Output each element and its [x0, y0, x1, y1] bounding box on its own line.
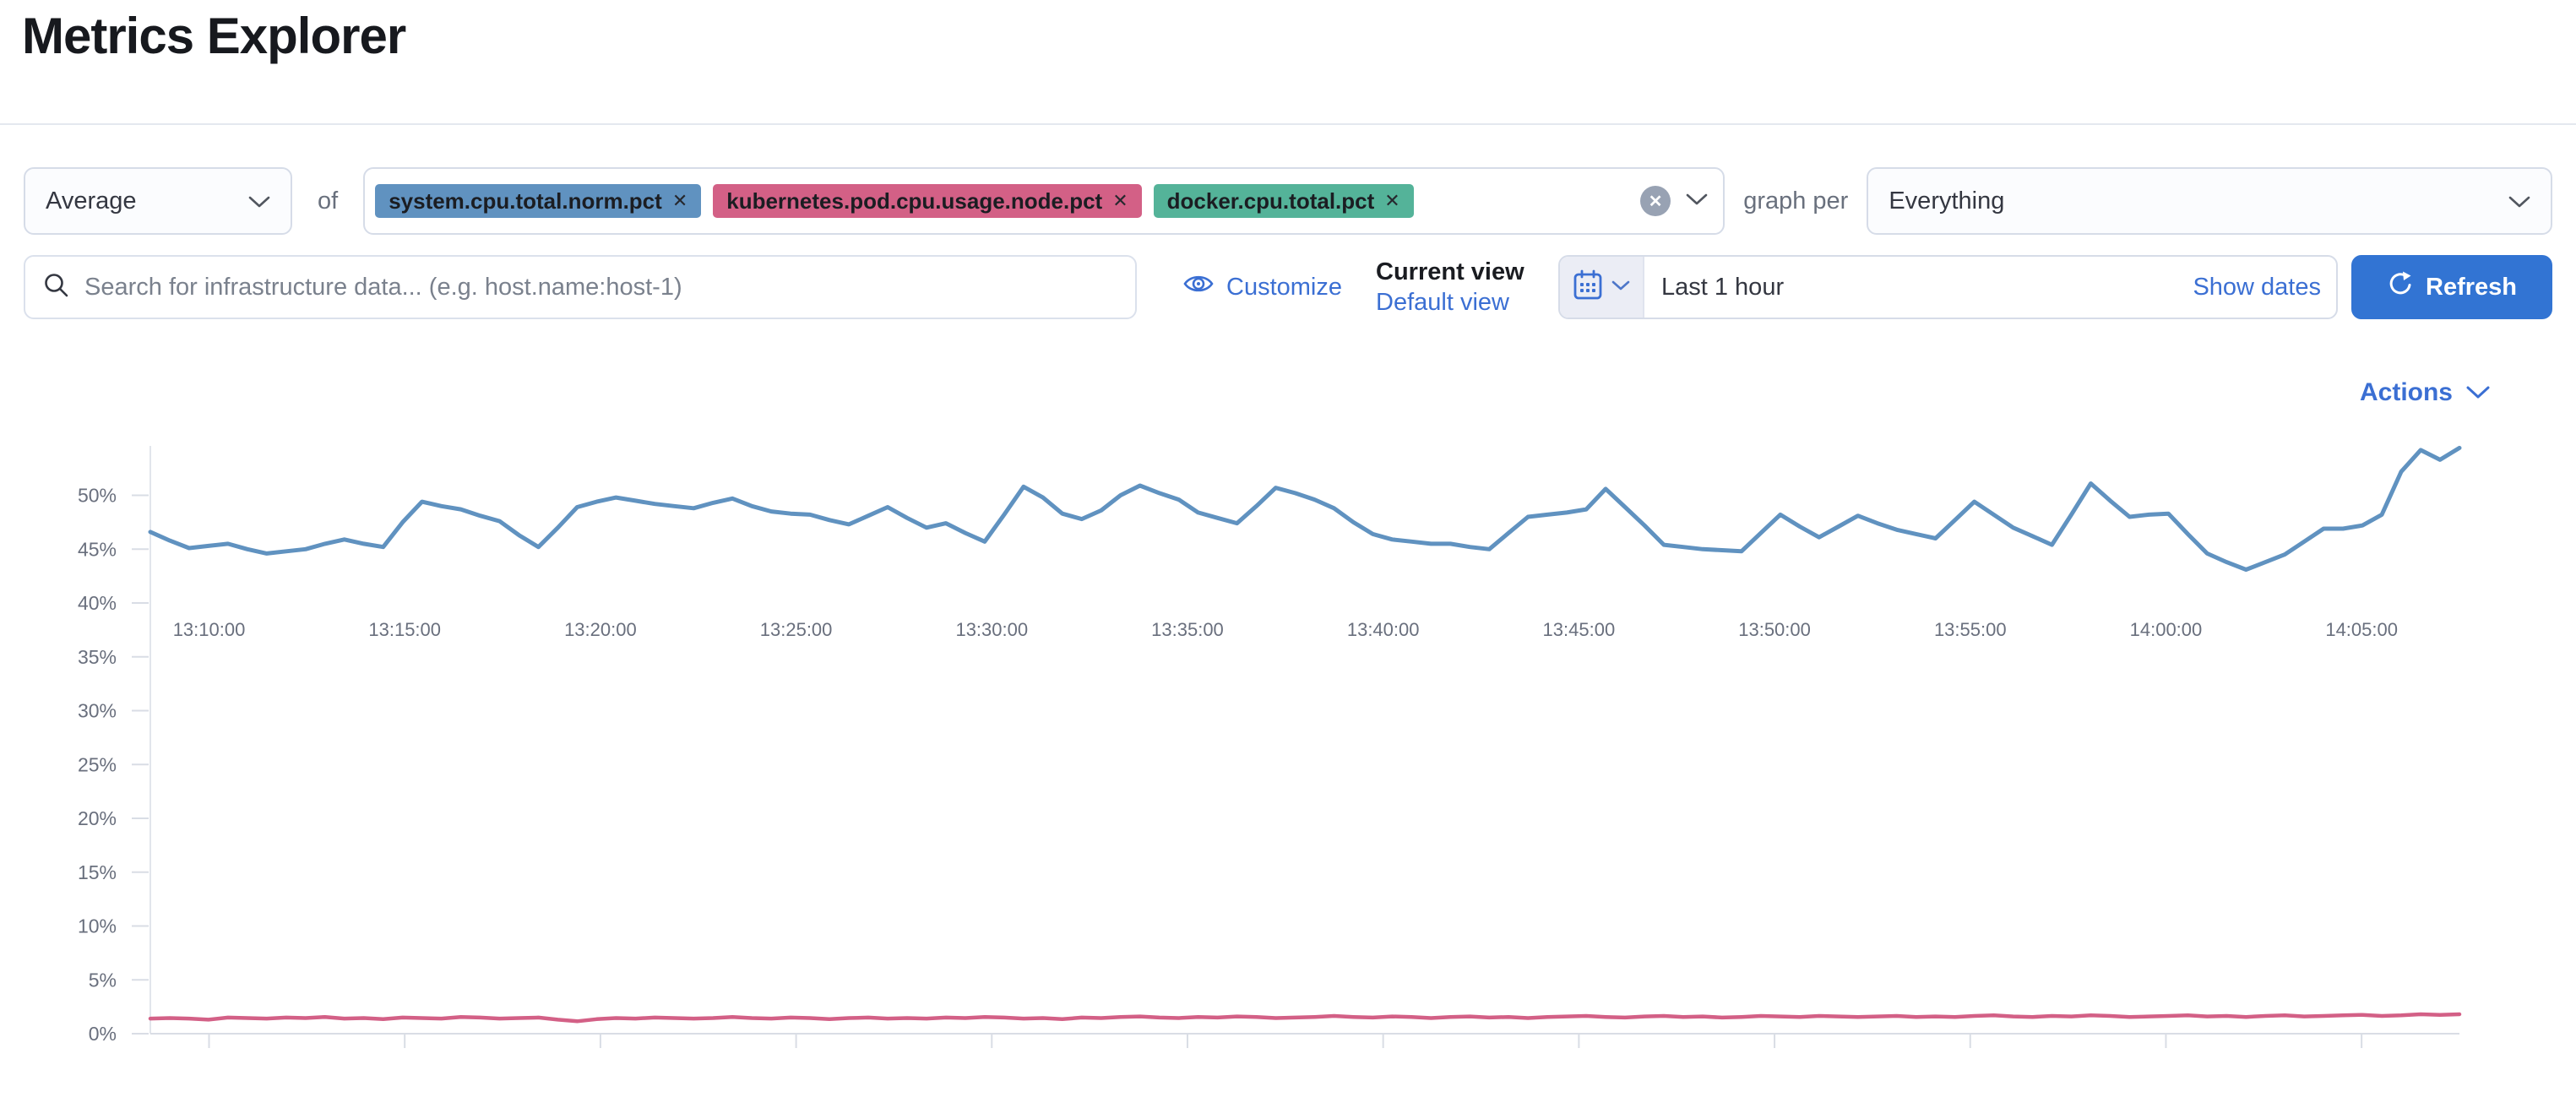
- filter-row: Search for infrastructure data... (e.g. …: [24, 255, 2552, 319]
- aggregation-select-value: Average: [46, 187, 137, 215]
- group-by-select-value: Everything: [1889, 187, 2005, 215]
- metric-badge[interactable]: kubernetes.pod.cpu.usage.node.pct ✕: [713, 184, 1142, 218]
- chevron-down-icon[interactable]: [1686, 193, 1708, 210]
- metric-controls-row: Average of system.cpu.total.norm.pct ✕ k…: [24, 167, 2552, 235]
- y-axis-tick-label: 30%: [78, 700, 117, 722]
- show-dates-button[interactable]: Show dates: [2193, 273, 2321, 301]
- x-axis-tick-label: 13:30:00: [955, 619, 1028, 640]
- time-picker-menu-button[interactable]: [1560, 257, 1644, 318]
- current-view-label: Current view: [1376, 258, 1524, 285]
- refresh-icon: [2387, 270, 2414, 304]
- search-icon: [42, 271, 71, 304]
- y-axis-tick-label: 5%: [89, 969, 117, 991]
- badge-remove-icon[interactable]: ✕: [1384, 190, 1400, 211]
- y-axis-tick-label: 10%: [78, 915, 117, 937]
- metric-badge-label: system.cpu.total.norm.pct: [389, 187, 662, 214]
- x-axis-tick-label: 14:05:00: [2325, 619, 2398, 640]
- refresh-button[interactable]: Refresh: [2351, 255, 2552, 319]
- metric-badge[interactable]: docker.cpu.total.pct ✕: [1153, 184, 1414, 218]
- y-axis-tick-label: 0%: [89, 1023, 117, 1045]
- calendar-icon: [1573, 269, 1603, 306]
- badge-remove-icon[interactable]: ✕: [1112, 190, 1128, 211]
- chevron-down-icon: [2466, 378, 2490, 407]
- metric-badge-label: kubernetes.pod.cpu.usage.node.pct: [726, 187, 1103, 214]
- y-axis-tick-label: 45%: [78, 538, 117, 560]
- metrics-combobox[interactable]: system.cpu.total.norm.pct ✕ kubernetes.p…: [363, 167, 1725, 235]
- default-view-link[interactable]: Default view: [1376, 289, 1509, 316]
- time-range-value[interactable]: Last 1 hour: [1661, 273, 1785, 301]
- chevron-down-icon: [1611, 280, 1630, 296]
- actions-menu-button[interactable]: Actions: [2360, 378, 2490, 407]
- group-by-select[interactable]: Everything: [1867, 167, 2552, 235]
- y-axis-tick-label: 20%: [78, 807, 117, 829]
- search-input[interactable]: Search for infrastructure data... (e.g. …: [24, 255, 1137, 319]
- y-axis-tick-label: 35%: [78, 646, 117, 668]
- x-axis-tick-label: 13:20:00: [564, 619, 637, 640]
- y-axis-tick-label: 40%: [78, 592, 117, 614]
- header-divider: [0, 123, 2576, 125]
- x-axis-tick-label: 13:40:00: [1347, 619, 1420, 640]
- y-axis-tick-label: 15%: [78, 861, 117, 883]
- x-axis-tick-label: 13:25:00: [760, 619, 833, 640]
- clear-all-icon[interactable]: ✕: [1640, 186, 1671, 216]
- aggregation-select[interactable]: Average: [24, 167, 292, 235]
- x-axis-tick-label: 13:35:00: [1151, 619, 1224, 640]
- y-axis-tick-label: 25%: [78, 753, 117, 775]
- actions-label: Actions: [2359, 378, 2453, 406]
- graph-per-label: graph per: [1743, 187, 1849, 215]
- badge-remove-icon[interactable]: ✕: [671, 190, 688, 211]
- saved-views-block: Current view Default view: [1376, 255, 1538, 319]
- eye-icon: [1182, 271, 1215, 303]
- y-axis-tick-label: 50%: [78, 485, 117, 507]
- metric-badge-label: docker.cpu.total.pct: [1166, 187, 1375, 214]
- combobox-controls: ✕: [1640, 186, 1708, 216]
- chevron-down-icon: [248, 187, 270, 215]
- x-axis-tick-label: 13:15:00: [368, 619, 441, 640]
- customize-button[interactable]: Customize: [1182, 255, 1342, 319]
- series-line-system.cpu.total.norm.pct[interactable]: [148, 445, 2462, 572]
- refresh-label: Refresh: [2426, 273, 2517, 301]
- x-axis-tick-label: 14:00:00: [2130, 619, 2203, 640]
- x-axis-tick-label: 13:50:00: [1738, 619, 1811, 640]
- of-label: of: [318, 187, 339, 215]
- chevron-down-icon: [2508, 187, 2530, 215]
- series-line-kubernetes.pod.cpu.usage.node.pct[interactable]: [148, 1012, 2462, 1024]
- x-axis-tick-label: 13:55:00: [1934, 619, 2007, 640]
- time-range-picker: Last 1 hour Show dates: [1558, 255, 2338, 319]
- x-axis-tick-label: 13:45:00: [1543, 619, 1616, 640]
- page-title: Metrics Explorer: [22, 8, 406, 64]
- x-axis-tick-label: 13:10:00: [173, 619, 246, 640]
- search-placeholder: Search for infrastructure data... (e.g. …: [84, 273, 682, 301]
- customize-label: Customize: [1226, 273, 1342, 301]
- metrics-chart[interactable]: 0% 5% 10% 15% 20% 25% 30% 35% 40% 45% 50% 13:10:00 1…: [0, 443, 2576, 1108]
- metric-badge[interactable]: system.cpu.total.norm.pct ✕: [375, 184, 702, 218]
